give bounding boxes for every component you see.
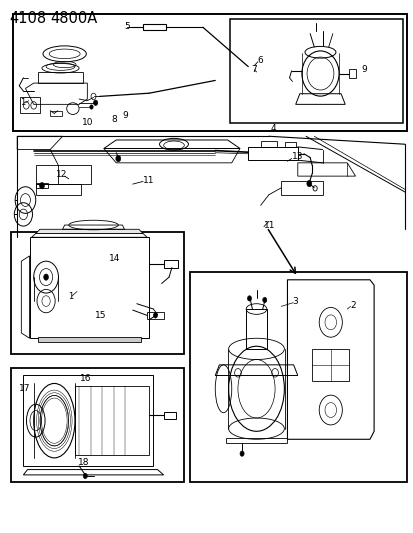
Text: 7: 7 — [251, 66, 257, 74]
Circle shape — [262, 297, 266, 303]
Circle shape — [153, 313, 157, 318]
Bar — [190, 272, 406, 482]
Polygon shape — [38, 337, 141, 342]
Text: 3: 3 — [292, 297, 297, 306]
Bar — [11, 232, 184, 354]
Text: 16: 16 — [80, 374, 91, 383]
Circle shape — [116, 156, 121, 162]
Circle shape — [83, 473, 87, 479]
Text: 1: 1 — [21, 98, 26, 107]
Text: 18: 18 — [78, 458, 89, 466]
Circle shape — [90, 105, 93, 109]
Bar — [229, 19, 402, 123]
Text: 15: 15 — [95, 311, 106, 320]
Text: 8: 8 — [111, 115, 117, 124]
Text: 11: 11 — [263, 221, 275, 230]
Text: 10: 10 — [82, 118, 93, 127]
Text: 1: 1 — [68, 292, 73, 301]
Text: 12: 12 — [55, 170, 67, 179]
Text: 5: 5 — [124, 22, 130, 31]
Text: 2: 2 — [350, 301, 355, 310]
Text: 9: 9 — [122, 111, 128, 120]
Bar — [13, 14, 406, 131]
Text: 4800A: 4800A — [50, 11, 97, 26]
Text: 13: 13 — [291, 152, 302, 161]
Circle shape — [93, 100, 97, 106]
Bar — [11, 368, 184, 482]
Circle shape — [39, 182, 44, 189]
Text: 4: 4 — [270, 124, 276, 133]
Text: 11: 11 — [143, 176, 154, 185]
Circle shape — [43, 274, 48, 280]
Text: 4108: 4108 — [9, 11, 46, 26]
Circle shape — [306, 180, 311, 187]
Text: 9: 9 — [361, 66, 367, 74]
Polygon shape — [36, 229, 143, 233]
Text: 17: 17 — [19, 384, 31, 393]
Text: 6: 6 — [257, 56, 263, 65]
Circle shape — [247, 296, 251, 301]
Circle shape — [240, 451, 244, 456]
Text: 14: 14 — [109, 254, 120, 263]
